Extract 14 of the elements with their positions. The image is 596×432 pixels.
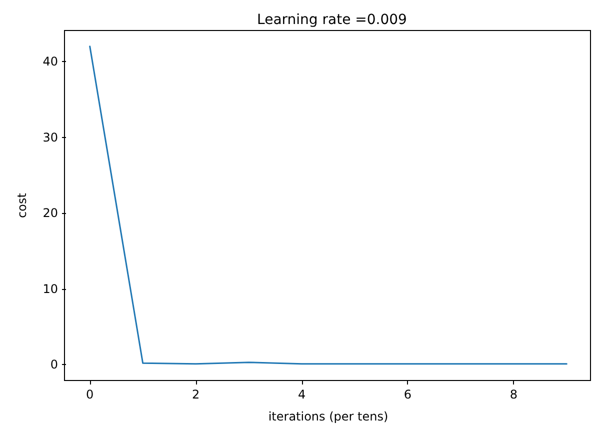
x-tick-label: 2 bbox=[192, 388, 200, 402]
x-tick-label: 4 bbox=[298, 388, 306, 402]
x-tick-label: 0 bbox=[86, 388, 94, 402]
x-tick-label: 8 bbox=[510, 388, 518, 402]
x-axis-title: iterations (per tens) bbox=[268, 410, 388, 424]
y-tick-label: 0 bbox=[50, 358, 58, 372]
y-tick-label: 10 bbox=[42, 282, 58, 296]
x-tick-label: 6 bbox=[404, 388, 412, 402]
y-tick-label: 40 bbox=[42, 54, 58, 69]
y-axis-title: cost bbox=[15, 192, 29, 218]
line-series bbox=[89, 46, 568, 365]
y-tick-label: 30 bbox=[42, 130, 58, 144]
y-tick-label: 20 bbox=[42, 206, 58, 220]
chart-title: Learning rate =0.009 bbox=[257, 12, 407, 28]
